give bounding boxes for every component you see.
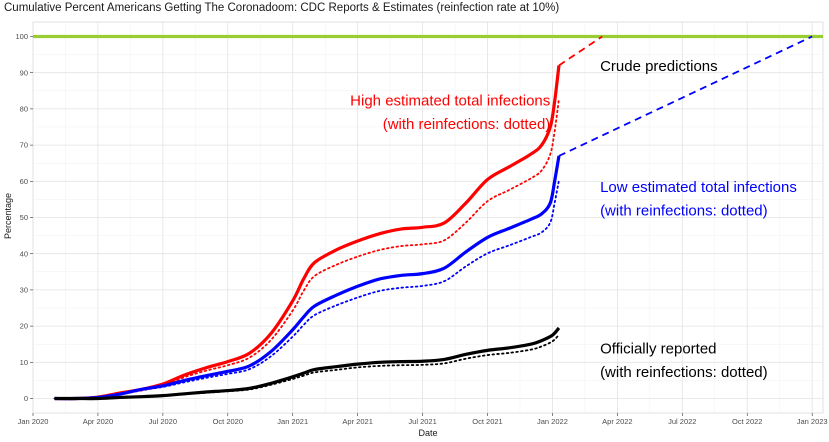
annotation-6: (with reinfections: dotted)	[600, 364, 768, 381]
annotation-3: Low estimated total infections	[600, 179, 797, 196]
x-tick-label: Apr 2021	[342, 417, 372, 426]
x-tick-label: Jul 2020	[149, 417, 177, 426]
x-tick-label: Oct 2020	[213, 417, 243, 426]
x-tick-label: Jan 2022	[537, 417, 568, 426]
y-tick-label: 30	[20, 286, 28, 295]
x-tick-label: Jul 2022	[668, 417, 696, 426]
x-axis-title: Date	[418, 428, 437, 438]
grid-lines	[32, 22, 823, 413]
x-tick-label: Jan 2020	[18, 417, 49, 426]
x-tick-label: Apr 2022	[602, 417, 632, 426]
x-tick-label: Apr 2020	[83, 417, 113, 426]
annotation-1: High estimated total infections	[350, 92, 550, 109]
x-tick-label: Oct 2022	[732, 417, 762, 426]
annotation-0: Crude predictions	[600, 58, 718, 75]
y-tick-label: 40	[20, 249, 28, 258]
chart-title: Cumulative Percent Americans Getting The…	[4, 2, 560, 14]
y-tick-label: 90	[20, 68, 28, 77]
x-axis-ticks: Jan 2020 Apr 2020 Jul 2020 Oct 2020 Jan 2021…	[18, 413, 828, 426]
x-tick-label: Oct 2021	[472, 417, 502, 426]
x-tick-label: Jul 2021	[408, 417, 436, 426]
annotation-2: (with reinfections: dotted)	[383, 116, 551, 133]
y-tick-label: 0	[24, 394, 28, 403]
y-tick-label: 100	[15, 32, 28, 41]
y-axis-ticks: 0 10 20 30 40 50 60 70 80 90 100	[15, 32, 33, 403]
annotation-5: Officially reported	[600, 340, 716, 357]
y-tick-label: 20	[20, 322, 28, 331]
x-tick-label: Jan 2021	[277, 417, 308, 426]
y-tick-label: 60	[20, 177, 28, 186]
y-tick-label: 10	[20, 358, 28, 367]
series-lines	[53, 35, 813, 401]
y-tick-label: 50	[20, 213, 28, 222]
series-line-low-crude-prediction	[558, 35, 813, 157]
x-tick-label: Jan 2023	[797, 417, 828, 426]
y-tick-label: 70	[20, 141, 28, 150]
series-line-officially-reported	[54, 326, 561, 401]
series-line-high-crude-prediction	[558, 35, 603, 67]
y-tick-label: 80	[20, 104, 28, 113]
series-line-low-estimated-total-infections	[54, 155, 561, 401]
annotations: Crude predictions High estimated total in…	[350, 58, 797, 381]
annotation-4: (with reinfections: dotted)	[600, 203, 768, 220]
y-axis-title: Percentage	[3, 193, 13, 239]
